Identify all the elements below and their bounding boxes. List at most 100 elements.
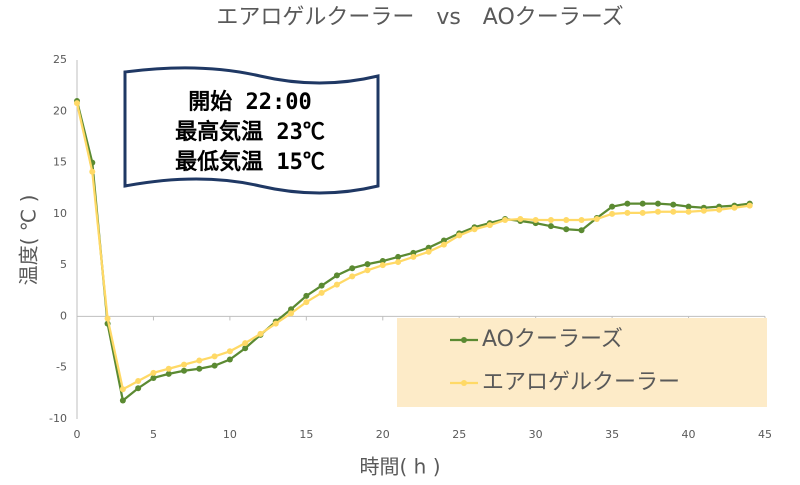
point [685,203,692,210]
point [379,258,386,265]
point [349,265,356,272]
point [654,208,661,215]
point [364,261,371,268]
chart-title: エアロゲルクーラー vs AOクーラーズ [216,5,623,30]
point [670,201,677,208]
point [242,340,249,347]
point [563,217,570,224]
point [349,273,356,280]
point [135,385,142,392]
point [471,226,478,233]
y-tick-label: -10 [49,412,67,425]
point [165,365,172,372]
point [318,282,325,289]
y-tick-label: 15 [53,156,67,169]
point [456,232,463,239]
point [609,210,616,217]
point [654,200,661,207]
y-axis-label: 温度( ℃ ) [17,195,41,286]
point [578,227,585,234]
point [333,281,340,288]
legend-marker [461,337,467,343]
point [181,367,188,374]
annotation: 最高気温 23℃ [175,119,325,145]
point [211,362,218,369]
point [425,248,432,255]
point [410,253,417,260]
x-tick-label: 25 [452,428,466,441]
point [196,365,203,372]
point [89,168,96,175]
point [609,203,616,210]
point [74,100,80,107]
point [379,262,386,269]
point [670,208,677,215]
point [135,378,142,385]
legend-label: AOクーラーズ [482,327,623,352]
point [685,208,692,215]
point [639,200,646,207]
point [547,217,554,224]
point [563,226,570,233]
point [303,292,310,299]
point [181,361,188,368]
point [211,353,218,360]
y-tick-label: 0 [60,309,67,322]
point [731,204,738,211]
y-tick-label: 5 [60,258,67,271]
point [425,244,432,251]
point [226,348,233,355]
x-tick-label: 20 [376,428,390,441]
point [716,206,723,213]
x-tick-label: 10 [223,428,237,441]
x-tick-label: 0 [74,428,81,441]
point [150,374,157,381]
point [593,215,600,222]
point [440,237,447,244]
point [624,200,631,207]
legend-label: エアロゲルクーラー [482,370,680,395]
point [165,370,172,377]
x-tick-label: 5 [150,428,157,441]
point [196,357,203,364]
point [288,306,295,313]
point [257,330,264,337]
x-tick-label: 35 [605,428,619,441]
x-tick-label: 30 [529,428,543,441]
point [333,272,340,279]
point [486,222,493,229]
annotation: 最低気温 15℃ [175,149,325,175]
x-axis-label: 時間( h ) [360,455,441,479]
y-tick-label: 25 [53,53,67,66]
point [440,241,447,248]
point [532,217,539,224]
point [226,356,233,363]
point [700,207,707,214]
point [119,397,126,404]
point [502,217,509,224]
point [288,310,295,317]
y-tick-label: -5 [56,361,67,374]
point [104,315,111,322]
point [318,289,325,296]
y-tick-label: 20 [53,104,67,117]
point [395,253,402,260]
legend-box [397,318,767,407]
point [272,320,279,327]
y-tick-label: 10 [53,207,67,220]
point [119,386,126,393]
point [410,249,417,256]
point [395,259,402,266]
annotation: 開始 22:00 [188,89,311,115]
point [303,299,310,306]
annotation-banner [123,66,380,195]
point [547,223,554,230]
point [578,217,585,224]
point [517,215,524,222]
point [746,202,753,209]
point [364,267,371,274]
x-tick-label: 40 [682,428,696,441]
legend-marker [461,380,467,386]
point [242,345,249,352]
